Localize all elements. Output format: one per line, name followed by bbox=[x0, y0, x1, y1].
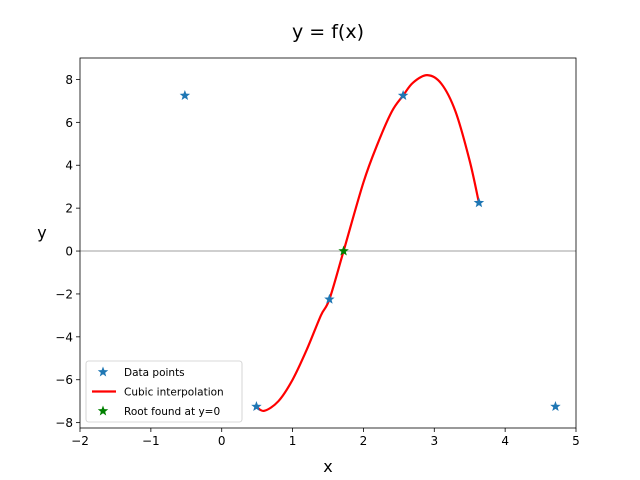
y-tick-label: 8 bbox=[65, 73, 73, 87]
data-point bbox=[397, 90, 409, 100]
x-tick-label: −2 bbox=[71, 434, 89, 448]
y-tick-label: 6 bbox=[65, 116, 73, 130]
legend: Data points Cubic interpolation Root found… bbox=[85, 360, 243, 423]
x-tick-label: 2 bbox=[360, 434, 368, 448]
x-tick-label: 1 bbox=[289, 434, 297, 448]
data-point bbox=[251, 401, 262, 411]
y-tick-label: −6 bbox=[55, 373, 73, 387]
x-tick-label: 3 bbox=[430, 434, 438, 448]
y-tick-label: −4 bbox=[55, 330, 73, 344]
data-point bbox=[473, 197, 485, 208]
y-axis-label: y bbox=[37, 223, 46, 242]
x-axis-label: x bbox=[323, 457, 332, 476]
y-tick-label: 4 bbox=[65, 159, 73, 173]
x-tick-label: 4 bbox=[501, 434, 509, 448]
axes-frame bbox=[79, 57, 577, 429]
y-tick-label: 2 bbox=[65, 202, 73, 216]
y-tick-label: −2 bbox=[55, 287, 73, 301]
legend-box bbox=[85, 360, 243, 423]
x-tick-label: 0 bbox=[218, 434, 226, 448]
cubic-interpolation-line bbox=[255, 74, 481, 413]
y-tick-label: 0 bbox=[65, 245, 73, 259]
x-tick-label: 5 bbox=[572, 434, 580, 448]
data-point bbox=[550, 401, 561, 411]
legend-label: Root found at y=0 bbox=[124, 406, 220, 418]
data-point bbox=[179, 90, 191, 100]
legend-label: Cubic interpolation bbox=[124, 387, 224, 399]
plot-area: −2 −1 0 1 2 3 4 5 −8 −6 −4 −2 0 2 4 6 8 bbox=[55, 57, 580, 448]
y-tick-label: −8 bbox=[55, 416, 73, 430]
chart-title: y = f(x) bbox=[292, 21, 364, 43]
legend-key-data-points bbox=[97, 366, 109, 377]
root-point bbox=[338, 245, 349, 256]
legend-key-root bbox=[97, 405, 109, 416]
x-tick-label: −1 bbox=[142, 434, 160, 448]
data-point bbox=[324, 293, 335, 304]
legend-label: Data points bbox=[124, 367, 185, 379]
